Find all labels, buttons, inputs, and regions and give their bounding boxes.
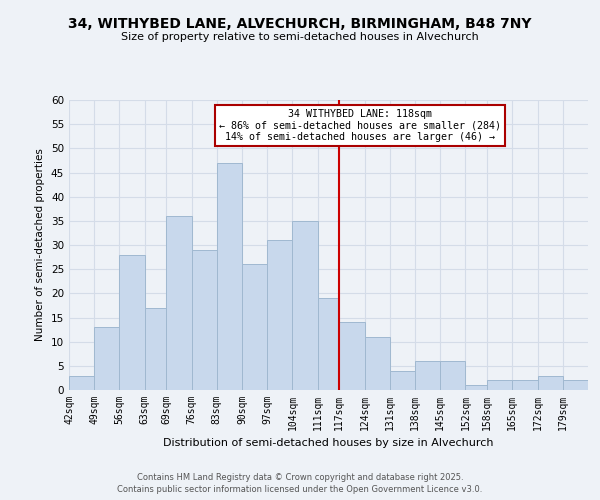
Bar bbox=[191, 250, 217, 390]
Bar bbox=[440, 361, 466, 390]
X-axis label: Distribution of semi-detached houses by size in Alvechurch: Distribution of semi-detached houses by … bbox=[163, 438, 494, 448]
Bar bbox=[317, 298, 340, 390]
Text: 34, WITHYBED LANE, ALVECHURCH, BIRMINGHAM, B48 7NY: 34, WITHYBED LANE, ALVECHURCH, BIRMINGHA… bbox=[68, 18, 532, 32]
Text: 34 WITHYBED LANE: 118sqm
← 86% of semi-detached houses are smaller (284)
14% of : 34 WITHYBED LANE: 118sqm ← 86% of semi-d… bbox=[218, 108, 500, 142]
Bar bbox=[242, 264, 267, 390]
Text: Contains public sector information licensed under the Open Government Licence v3: Contains public sector information licen… bbox=[118, 485, 482, 494]
Bar bbox=[119, 254, 145, 390]
Text: Size of property relative to semi-detached houses in Alvechurch: Size of property relative to semi-detach… bbox=[121, 32, 479, 42]
Text: Contains HM Land Registry data © Crown copyright and database right 2025.: Contains HM Land Registry data © Crown c… bbox=[137, 472, 463, 482]
Bar bbox=[415, 361, 440, 390]
Bar bbox=[538, 376, 563, 390]
Y-axis label: Number of semi-detached properties: Number of semi-detached properties bbox=[35, 148, 46, 342]
Bar bbox=[563, 380, 588, 390]
Bar bbox=[166, 216, 191, 390]
Bar bbox=[217, 163, 242, 390]
Bar bbox=[390, 370, 415, 390]
Bar bbox=[340, 322, 365, 390]
Bar bbox=[512, 380, 538, 390]
Bar bbox=[365, 337, 390, 390]
Bar bbox=[267, 240, 292, 390]
Bar bbox=[94, 327, 119, 390]
Bar bbox=[145, 308, 166, 390]
Bar bbox=[466, 385, 487, 390]
Bar bbox=[69, 376, 94, 390]
Bar bbox=[487, 380, 512, 390]
Bar bbox=[292, 221, 317, 390]
